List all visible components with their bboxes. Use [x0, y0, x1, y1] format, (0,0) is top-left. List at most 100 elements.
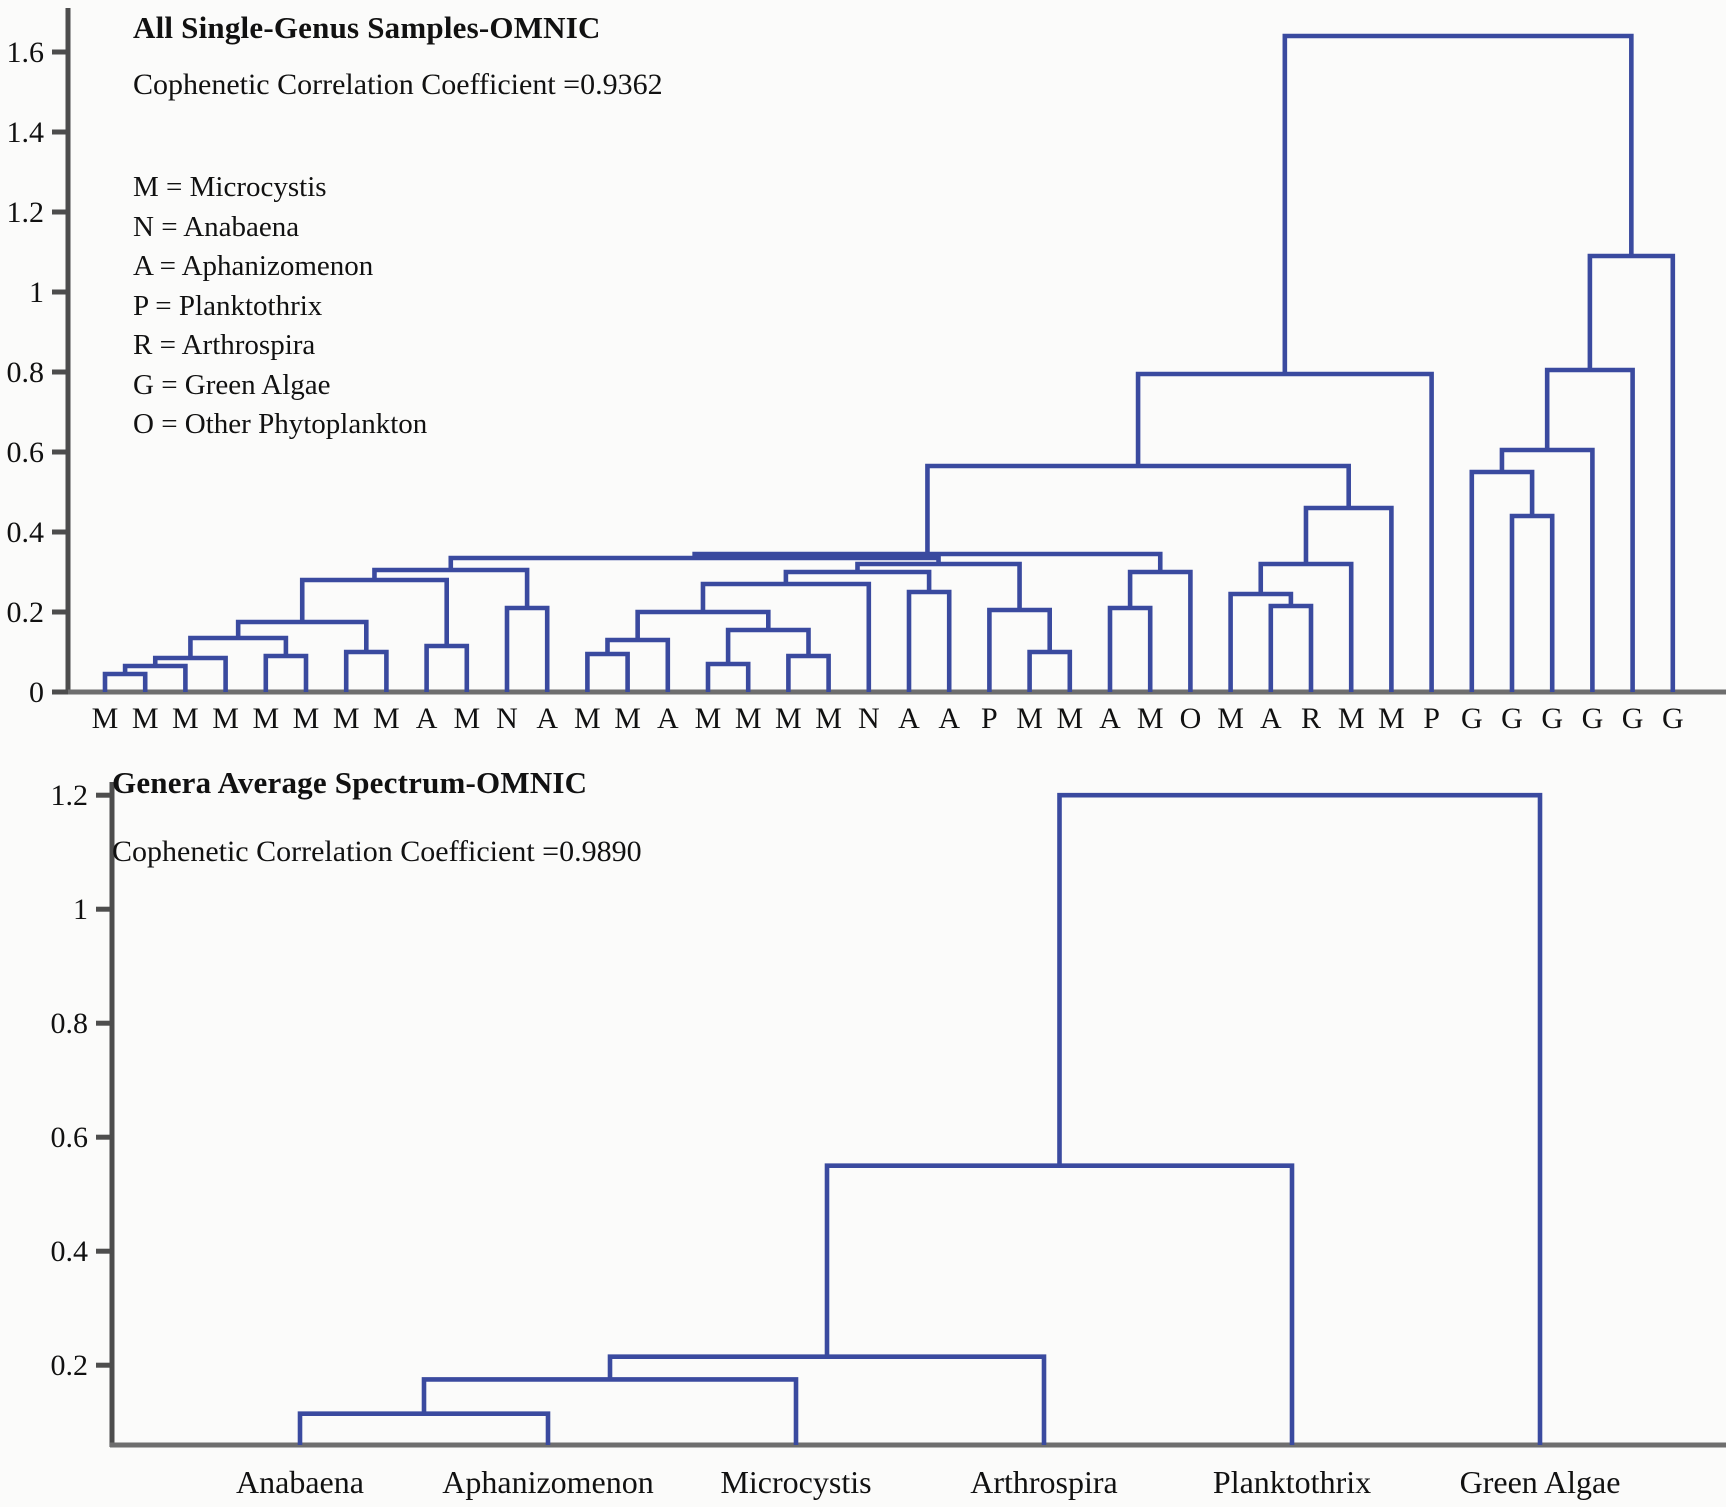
legend-item-p: P = Planktothrix	[133, 289, 323, 322]
dendrogram-link	[906, 589, 952, 692]
y-tick-label: 0.6	[7, 436, 45, 469]
leaf-label: M	[1137, 702, 1164, 735]
bottom-dendrogram-panel: 0.2 0.4 0.6 0.8 1 1.2 Anabaena Aphanizomenon Mic…	[0, 740, 1726, 1507]
y-tick-label: 0.8	[7, 356, 45, 389]
leaf-label: M	[614, 702, 641, 735]
dendrogram-link	[299, 577, 449, 646]
leaf-label: Anabaena	[236, 1464, 364, 1500]
leaf-label: M	[453, 702, 480, 735]
leaf-label: G	[1622, 702, 1644, 735]
dendrogram-link	[635, 609, 771, 640]
top-dendrogram-panel: 0 0.2 0.4 0.6 0.8 1 1.2 1.4 1.6 M M M M M M M M A M N A M M A M M…	[0, 0, 1726, 740]
dendrogram-link	[1107, 605, 1153, 692]
dendrogram-link	[605, 637, 671, 692]
dendrogram-link	[424, 643, 470, 692]
dendrogram-link	[925, 463, 1351, 554]
leaf-label: M	[333, 702, 360, 735]
leaf-label: M	[695, 702, 722, 735]
dendrogram-link	[122, 663, 188, 692]
leaf-label: M	[252, 702, 279, 735]
leaf-label: A	[1260, 702, 1282, 735]
bottom-chart-title: Genera Average Spectrum-OMNIC	[112, 765, 588, 800]
y-tick-label: 1	[73, 893, 88, 926]
y-tick-label: 1.6	[7, 36, 45, 69]
dendrogram-link	[1469, 469, 1535, 692]
y-tick-label: 0.8	[51, 1007, 89, 1040]
leaf-label: Aphanizomenon	[442, 1464, 654, 1500]
dendrogram-link	[1057, 792, 1543, 1445]
dendrogram-link	[585, 651, 630, 692]
leaf-label: O	[1180, 702, 1202, 735]
legend-item-a: A = Aphanizomenon	[133, 250, 374, 282]
dendrogram-link	[1282, 33, 1634, 374]
dendrogram-link	[263, 653, 309, 692]
dendrogram-link	[1127, 569, 1193, 692]
y-tick-label: 0.4	[51, 1235, 89, 1268]
legend-item-n: N = Anabaena	[133, 210, 300, 243]
leaf-label: P	[1423, 702, 1440, 735]
leaf-label: A	[898, 702, 920, 735]
dendrogram-link	[297, 1411, 551, 1445]
dendrogram-link	[1303, 505, 1394, 692]
dendrogram-link	[1544, 367, 1635, 692]
dendrogram-link	[786, 653, 831, 692]
leaf-label: M	[1056, 702, 1083, 735]
dendrogram-link	[1268, 603, 1314, 692]
dendrogram-link	[1027, 649, 1073, 692]
top-dendrogram: 00.20.40.60.811.21.41.6M M M M M M M M A M N A M M A M M…	[7, 8, 1726, 735]
leaf-label: M	[212, 702, 239, 735]
leaf-label: M	[172, 702, 199, 735]
dendrogram-link	[725, 627, 811, 664]
dendrogram-link	[1228, 591, 1294, 692]
leaf-label: M	[574, 702, 601, 735]
leaf-label: M	[92, 702, 119, 735]
dendrogram-link	[1135, 371, 1434, 692]
leaf-label: G	[1461, 702, 1483, 735]
leaf-label: Green Algae	[1460, 1464, 1621, 1500]
dendrogram-link	[372, 567, 530, 608]
y-tick-label: 1.2	[51, 779, 89, 812]
y-tick-label: 0.4	[7, 516, 45, 549]
y-tick-label: 0.2	[7, 596, 45, 629]
leaf-label: Planktothrix	[1213, 1464, 1371, 1500]
leaf-label: G	[1662, 702, 1684, 735]
legend-item-m: M = Microcystis	[133, 171, 327, 203]
legend-item-o: O = Other Phytoplankton	[133, 408, 428, 440]
leaf-label: G	[1582, 702, 1604, 735]
leaf-label: N	[496, 702, 518, 735]
dendrogram-link	[1258, 561, 1354, 692]
leaf-label: A	[938, 702, 960, 735]
leaf-label: A	[536, 702, 558, 735]
dendrogram-link	[152, 655, 228, 692]
leaf-label: A	[1099, 702, 1121, 735]
leaf-label: A	[416, 702, 438, 735]
leaf-label: M	[1378, 702, 1405, 735]
y-tick-label: 0.2	[51, 1349, 89, 1382]
bottom-dendrogram: 0.2 0.4 0.6 0.8 1 1.2 Anabaena Aphanizomenon Mic…	[51, 779, 1726, 1500]
leaf-label: M	[293, 702, 320, 735]
leaf-label: R	[1301, 702, 1321, 735]
dendrogram-link	[343, 649, 389, 692]
y-tick-label: 0.6	[51, 1121, 89, 1154]
leaf-label: M	[1338, 702, 1365, 735]
leaf-label: M	[815, 702, 842, 735]
leaf-label: N	[858, 702, 880, 735]
legend-item-r: R = Arthrospira	[133, 329, 316, 361]
leaf-label: G	[1541, 702, 1563, 735]
dendrogram-link	[504, 605, 550, 692]
leaf-label: Arthrospira	[970, 1464, 1118, 1500]
top-chart-legend: M = Microcystis N = Anabaena A = Aphaniz…	[133, 168, 427, 445]
leaf-label: M	[373, 702, 400, 735]
y-tick-label: 1	[29, 276, 44, 309]
leaf-label: M	[775, 702, 802, 735]
top-chart-title: All Single-Genus Samples-OMNIC	[133, 10, 601, 45]
leaf-label: M	[1217, 702, 1244, 735]
leaf-label: M	[735, 702, 762, 735]
dendrogram-link	[102, 671, 148, 692]
dendrogram-link	[824, 1163, 1295, 1445]
leaf-label: Microcystis	[720, 1464, 871, 1500]
leaf-label: G	[1501, 702, 1523, 735]
dendrogram-link	[607, 1354, 1047, 1445]
top-chart-cophenetic-coefficient: Cophenetic Correlation Coefficient =0.93…	[133, 68, 663, 101]
y-tick-label: 1.4	[7, 116, 45, 149]
